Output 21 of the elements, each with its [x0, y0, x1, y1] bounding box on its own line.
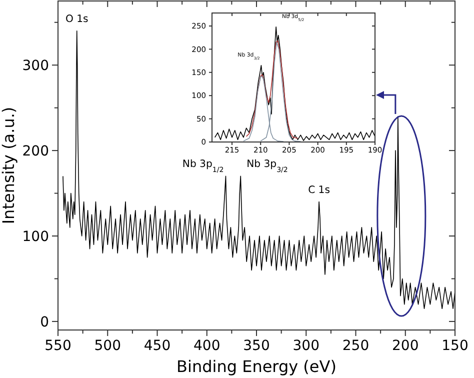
x-tick-label: 350 — [243, 338, 270, 354]
y-tick-label: 300 — [22, 58, 49, 74]
y-tick-label: 0 — [40, 314, 49, 330]
line-series — [62, 30, 455, 310]
y-tick-label: 100 — [22, 228, 49, 245]
x-tick-label: 150 — [442, 338, 468, 354]
x-tick-label: 400 — [194, 338, 220, 354]
annotation: Nb 3p$_{1/2}$ — [182, 159, 224, 174]
x-tick-label: 250 — [342, 338, 370, 354]
x-tick-label: 300 — [292, 338, 320, 354]
x-tick-label: 450 — [144, 338, 171, 354]
line-series — [214, 26, 375, 142]
line-series — [246, 40, 298, 139]
annotation: O 1s — [65, 14, 88, 25]
x-tick-label: 500 — [94, 338, 121, 354]
annotation: C 1s — [308, 184, 330, 196]
x-tick-label: 200 — [392, 338, 419, 354]
annotation: Nb 3p$_{3/2}$ — [246, 159, 288, 174]
y-axis-title: Intensity (a.u.) — [0, 106, 18, 224]
x-axis-title: Binding Energy (eV) — [176, 357, 336, 376]
x-tick-label: 550 — [44, 338, 72, 354]
